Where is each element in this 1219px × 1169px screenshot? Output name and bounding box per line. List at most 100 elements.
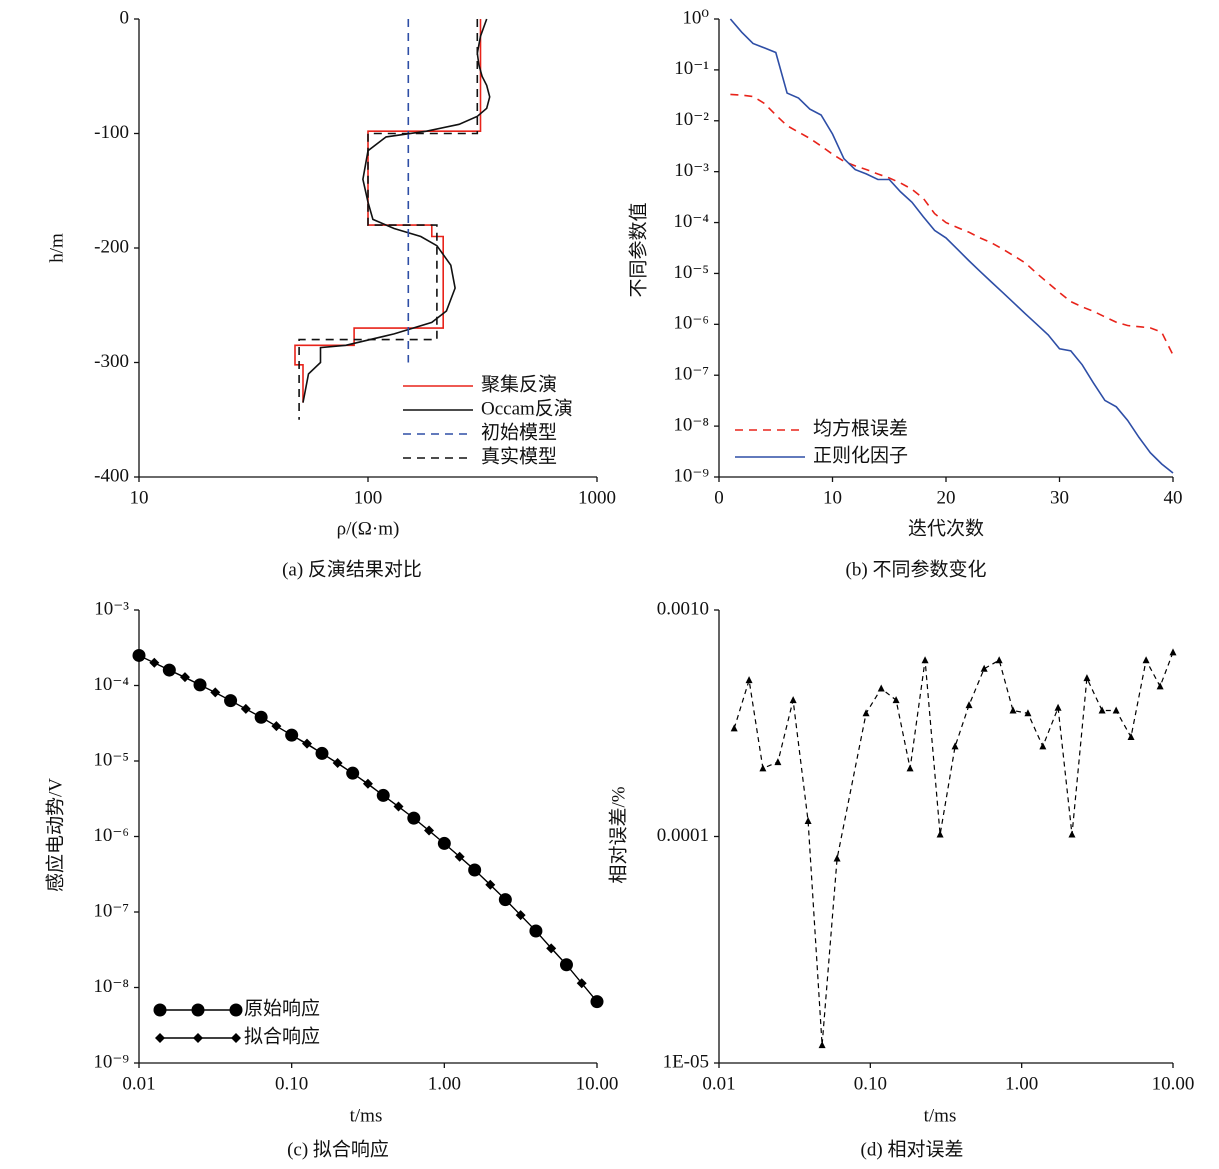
x-tick-label: 1.00 bbox=[1005, 1073, 1038, 1094]
point bbox=[301, 738, 312, 749]
x-tick-label: 20 bbox=[937, 487, 956, 508]
legend-label: Occam反演 bbox=[481, 397, 573, 419]
point bbox=[439, 838, 450, 849]
caption: (b) 不同参数变化 bbox=[846, 558, 987, 580]
x-tick-label: 40 bbox=[1164, 487, 1183, 508]
x-tick-label: 10 bbox=[823, 487, 842, 508]
point bbox=[500, 894, 511, 905]
point bbox=[454, 851, 465, 862]
point bbox=[332, 758, 343, 769]
y-tick-label: 10⁻³ bbox=[674, 160, 709, 181]
point bbox=[995, 656, 1003, 664]
point bbox=[515, 910, 526, 921]
point bbox=[195, 679, 206, 690]
y-tick-label: 0.0010 bbox=[657, 598, 709, 619]
y-tick-label: 0.0001 bbox=[657, 825, 709, 846]
y-axis-label: 不同参数值 bbox=[627, 202, 649, 297]
x-tick-label: 0.01 bbox=[702, 1073, 735, 1094]
caption: (d) 相对误差 bbox=[861, 1138, 964, 1160]
y-tick-label: 10⁻² bbox=[674, 109, 709, 130]
x-tick-label: 10 bbox=[130, 487, 149, 508]
point bbox=[225, 695, 236, 706]
x-tick-label: 100 bbox=[354, 487, 383, 508]
x-tick-label: 0.10 bbox=[275, 1073, 308, 1094]
point bbox=[164, 665, 175, 676]
point bbox=[530, 926, 541, 937]
point bbox=[745, 676, 753, 684]
y-tick-label: 10⁻⁶ bbox=[673, 313, 709, 334]
y-tick-label: 10⁰ bbox=[682, 7, 709, 28]
point bbox=[804, 817, 812, 825]
point bbox=[485, 879, 496, 890]
point bbox=[546, 943, 557, 954]
series-line bbox=[302, 18, 491, 403]
point bbox=[1142, 656, 1150, 664]
point bbox=[1024, 709, 1032, 717]
point bbox=[980, 664, 988, 672]
y-tick-label: 10⁻¹ bbox=[674, 58, 709, 79]
point bbox=[1009, 706, 1017, 714]
y-tick-label: 10⁻⁸ bbox=[93, 976, 129, 997]
y-tick-label: 10⁻³ bbox=[94, 598, 129, 619]
series-line bbox=[138, 654, 598, 1002]
series-line bbox=[294, 19, 482, 403]
y-tick-label: 10⁻⁹ bbox=[673, 465, 709, 486]
legend-marker bbox=[153, 1003, 167, 1017]
y-tick-label: 10⁻⁵ bbox=[673, 262, 709, 283]
point bbox=[134, 650, 144, 661]
point bbox=[210, 687, 221, 698]
legend-marker bbox=[193, 1033, 203, 1043]
point bbox=[1098, 706, 1106, 714]
legend-label: 拟合响应 bbox=[244, 1025, 320, 1047]
point bbox=[965, 701, 973, 709]
point bbox=[149, 657, 160, 668]
legend-marker bbox=[191, 1003, 205, 1017]
legend-marker bbox=[155, 1033, 165, 1043]
point bbox=[936, 830, 944, 838]
point bbox=[1169, 648, 1177, 656]
y-tick-label: 10⁻⁴ bbox=[673, 211, 709, 232]
point bbox=[271, 721, 282, 732]
x-tick-label: 10.00 bbox=[576, 1073, 619, 1094]
y-tick-label: 0 bbox=[120, 7, 130, 28]
point bbox=[892, 696, 900, 704]
y-tick-label: 10⁻⁵ bbox=[93, 749, 129, 770]
y-tick-label: 1E-05 bbox=[663, 1051, 709, 1072]
point bbox=[592, 996, 602, 1007]
y-tick-label: 10⁻⁷ bbox=[673, 364, 709, 385]
legend-label: 均方根误差 bbox=[813, 417, 908, 439]
point bbox=[1068, 830, 1076, 838]
x-tick-label: 30 bbox=[1050, 487, 1069, 508]
point bbox=[1083, 674, 1091, 682]
series-line bbox=[138, 654, 598, 1002]
point bbox=[256, 712, 267, 723]
y-tick-label: 10⁻⁴ bbox=[93, 674, 129, 695]
point bbox=[1112, 706, 1120, 714]
x-tick-label: 0 bbox=[714, 487, 724, 508]
x-tick-label: 10.00 bbox=[1152, 1073, 1195, 1094]
point bbox=[818, 1041, 826, 1049]
point bbox=[833, 854, 841, 862]
series-line bbox=[733, 652, 1174, 1046]
legend-label: 原始响应 bbox=[244, 997, 320, 1019]
series-line bbox=[729, 18, 1174, 474]
y-tick-label: -300 bbox=[94, 351, 129, 372]
legend-label: 初始模型 bbox=[481, 421, 557, 443]
point bbox=[316, 748, 327, 759]
y-tick-label: -400 bbox=[94, 465, 129, 486]
point bbox=[469, 864, 480, 875]
point bbox=[759, 764, 767, 772]
point bbox=[877, 684, 885, 692]
legend-marker bbox=[231, 1033, 241, 1043]
y-tick-label: 10⁻⁸ bbox=[673, 414, 709, 435]
point bbox=[774, 758, 782, 766]
series-line bbox=[298, 19, 479, 420]
legend-label: 真实模型 bbox=[481, 445, 557, 467]
y-axis-label: 相对误差/% bbox=[607, 786, 629, 883]
point bbox=[862, 709, 870, 717]
caption: (a) 反演结果对比 bbox=[282, 558, 422, 580]
y-tick-label: 10⁻⁹ bbox=[93, 1051, 129, 1072]
x-axis-label: ρ/(Ω·m) bbox=[337, 518, 400, 539]
